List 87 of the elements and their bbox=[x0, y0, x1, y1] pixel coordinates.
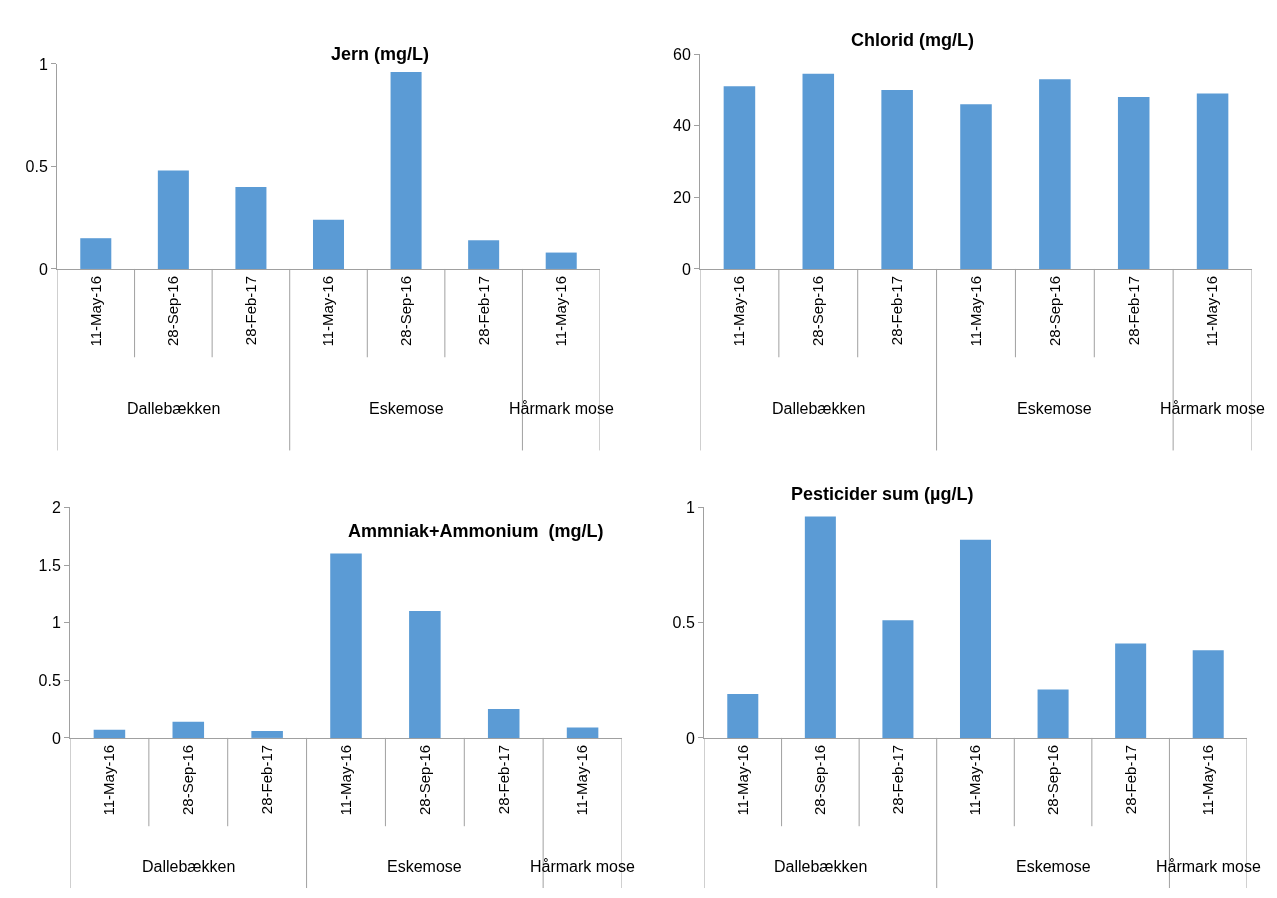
x-tick-label: 11-May-16 bbox=[86, 275, 104, 347]
x-tick-label: 11-May-16 bbox=[1199, 744, 1217, 816]
text: Hårmark mose bbox=[530, 858, 636, 875]
text: Eskemose bbox=[1017, 400, 1092, 417]
x-tick-label: 28-Sep-16 bbox=[1043, 744, 1061, 815]
x-tick-label: 28-Sep-16 bbox=[164, 275, 182, 347]
bar bbox=[1039, 79, 1071, 269]
y-tick-label: 1 bbox=[38, 55, 48, 73]
x-tick-label: 11-May-16 bbox=[319, 275, 337, 347]
bar bbox=[409, 611, 441, 738]
bar bbox=[960, 104, 992, 269]
text: Dallebækken bbox=[142, 858, 236, 875]
y-tick-label: 0.5 bbox=[25, 158, 48, 176]
x-tick-label: 28-Feb-17 bbox=[888, 744, 906, 815]
bar bbox=[468, 240, 500, 269]
bar bbox=[330, 553, 362, 738]
bar bbox=[80, 238, 112, 269]
y-tick-label: 0 bbox=[38, 260, 48, 278]
y-tick-label: 40 bbox=[673, 117, 691, 135]
x-tick-label: 28-Sep-16 bbox=[1045, 275, 1063, 347]
x-tick-label: 11-May-16 bbox=[100, 744, 118, 816]
x-tick-label: 11-May-16 bbox=[733, 744, 751, 816]
x-tick-label: 28-Sep-16 bbox=[396, 275, 414, 347]
bar bbox=[802, 73, 835, 269]
x-tick-label: 11-May-16 bbox=[730, 275, 748, 347]
bar bbox=[1117, 97, 1150, 269]
y-tick-label: 0 bbox=[681, 260, 691, 278]
text: Hårmark mose bbox=[1156, 858, 1262, 875]
bar bbox=[1192, 650, 1224, 738]
bar bbox=[566, 727, 599, 738]
bar bbox=[390, 72, 422, 269]
bar bbox=[251, 730, 283, 738]
bar bbox=[235, 186, 267, 269]
bar bbox=[1115, 643, 1147, 738]
x-tick-label: 28-Sep-16 bbox=[811, 744, 829, 815]
y-tick-label: 0 bbox=[685, 729, 695, 747]
y-tick-label: 0.5 bbox=[38, 671, 61, 689]
x-tick-label: 28-Sep-16 bbox=[415, 744, 433, 815]
bar bbox=[312, 219, 345, 269]
y-tick-label: 0.5 bbox=[672, 614, 695, 632]
x-tick-label: 28-Feb-17 bbox=[474, 275, 492, 346]
bar bbox=[487, 709, 520, 738]
y-tick-label: 1 bbox=[685, 498, 695, 516]
x-tick-label: 11-May-16 bbox=[966, 275, 984, 347]
text: Eskemose bbox=[1016, 858, 1091, 875]
text: Eskemose bbox=[369, 400, 444, 417]
bar bbox=[545, 252, 577, 269]
text: Hårmark mose bbox=[1160, 400, 1266, 417]
y-tick-label: 1 bbox=[51, 614, 61, 632]
y-tick-label: 1.5 bbox=[38, 556, 61, 574]
y-tick-label: 0 bbox=[51, 729, 61, 747]
x-tick-label: 11-May-16 bbox=[552, 275, 570, 347]
y-tick-label: 20 bbox=[673, 188, 691, 206]
bar bbox=[727, 694, 759, 738]
text: Dallebækken bbox=[127, 400, 221, 417]
bar bbox=[1037, 689, 1069, 738]
bar bbox=[172, 721, 205, 738]
text: Dallebækken bbox=[772, 400, 866, 417]
x-tick-label: 28-Feb-17 bbox=[494, 744, 512, 815]
x-tick-label: 28-Feb-17 bbox=[241, 275, 259, 346]
bar bbox=[882, 620, 914, 738]
x-tick-label: 28-Sep-16 bbox=[179, 744, 197, 815]
bar bbox=[93, 729, 126, 738]
bar bbox=[959, 539, 992, 738]
x-tick-label: 11-May-16 bbox=[966, 744, 984, 816]
text: Eskemose bbox=[387, 858, 462, 875]
y-tick-label: 60 bbox=[673, 45, 691, 63]
x-tick-label: 28-Feb-17 bbox=[888, 275, 906, 346]
x-tick-label: 11-May-16 bbox=[573, 744, 591, 816]
x-tick-label: 28-Feb-17 bbox=[258, 744, 276, 815]
bar bbox=[804, 516, 836, 738]
chart-title: Jern (mg/L) bbox=[331, 44, 430, 64]
x-tick-label: 28-Sep-16 bbox=[809, 275, 827, 347]
text: Dallebækken bbox=[774, 858, 868, 875]
bar bbox=[723, 86, 756, 269]
text: Hårmark mose bbox=[509, 400, 615, 417]
bar bbox=[1196, 93, 1229, 269]
text: Ammniak+Ammonium (mg/L) bbox=[348, 521, 604, 541]
x-tick-label: 28-Feb-17 bbox=[1124, 275, 1142, 346]
x-tick-label: 11-May-16 bbox=[1203, 275, 1221, 347]
x-tick-label: 28-Feb-17 bbox=[1121, 744, 1139, 815]
chart-title: Pesticider sum (µg/L) bbox=[791, 484, 974, 504]
bar bbox=[157, 170, 189, 269]
chart-title: Chlorid (mg/L) bbox=[851, 30, 974, 50]
x-tick-label: 11-May-16 bbox=[336, 744, 354, 816]
y-tick-label: 2 bbox=[51, 498, 61, 516]
bar bbox=[881, 89, 913, 269]
